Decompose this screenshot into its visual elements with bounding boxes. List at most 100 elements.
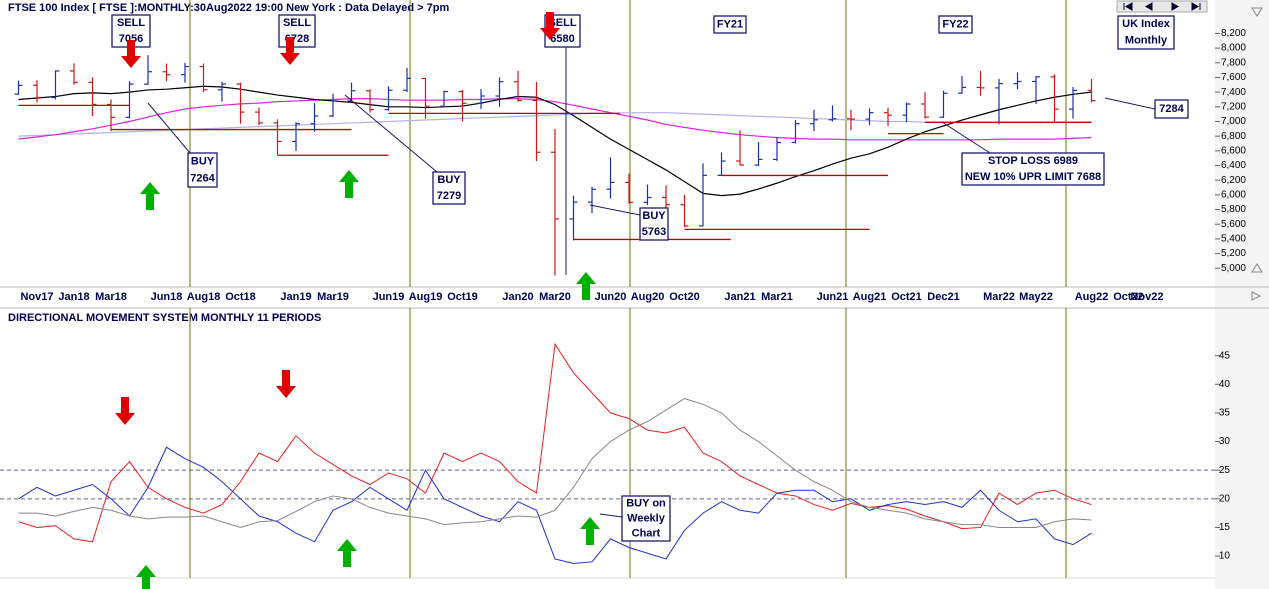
annotation-text: 6580 [550,33,574,45]
x-tick-label: Oct20 [669,291,700,303]
x-tick-label: Jan19 [280,291,311,303]
x-tick-label: Aug18 [187,291,221,303]
buy-arrow [339,170,359,198]
annotation-pointer [344,94,438,173]
annotation-text: FY22 [942,18,968,30]
dmi-line [18,398,1092,528]
annotation-box [187,152,218,188]
x-tick-label: Mar18 [95,291,127,303]
buy-arrow [337,539,357,567]
annotation-text: 7279 [437,190,461,202]
annotation-pointer [599,513,623,518]
x-tick-label: Jan20 [502,291,533,303]
annotation-text: BUY [437,174,461,186]
y-tick-label: 5,600 [1221,219,1246,230]
y-tick-label: 5,200 [1221,248,1246,259]
x-tick-label: Oct19 [447,291,478,303]
x-tick-label: Jun19 [373,291,405,303]
buy-arrow [140,182,160,210]
annotation-pointer [147,102,191,154]
annotation-text: 7056 [119,33,143,45]
y-tick-label: 15 [1219,522,1231,533]
annotation-box [938,15,973,34]
annotation-text: FY21 [717,18,743,30]
y-tick-label: 30 [1219,436,1231,447]
x-tick-label: Aug22 [1075,291,1109,303]
x-tick-label: Mar22 [983,291,1015,303]
annotation-box [639,207,669,241]
sell-arrow [115,397,135,425]
y-tick-label: 20 [1219,493,1231,504]
x-tick-label: Aug19 [409,291,443,303]
annotation-text: Weekly [627,512,666,524]
y-tick-label: 40 [1219,379,1231,390]
x-tick-label: Oct18 [225,291,256,303]
x-tick-label: Mar19 [317,291,349,303]
sell-arrow [280,37,300,65]
y-tick-label: 6,400 [1221,160,1246,171]
y-tick-label: 7,800 [1221,57,1246,68]
axis-strip [1215,0,1269,589]
annotation-text: SELL [548,17,576,29]
nav-icons[interactable] [1123,2,1201,11]
annotation-box [1117,15,1175,50]
annotation-text: SELL [283,17,311,29]
y-tick-label: 6,800 [1221,131,1246,142]
y-tick-label: 6,000 [1221,190,1246,201]
annotation-box [1154,99,1189,119]
annotation-text: BUY [642,210,666,222]
dmi-line [18,446,1092,565]
annotation-text: SELL [117,17,145,29]
y-tick-label: 25 [1219,465,1231,476]
annotation-pointer [589,204,641,216]
x-tick-label: Oct22 [1113,291,1144,303]
y-tick-label: 5,400 [1221,234,1246,245]
buy-arrow [580,517,600,545]
annotation-text: 7264 [190,172,215,184]
nav-buttons[interactable] [1116,0,1208,13]
x-tick-label: Jun18 [151,291,183,303]
y-tick-label: 6,600 [1221,145,1246,156]
y-tick-label: 45 [1219,350,1231,361]
moving-average [18,85,1092,197]
annotation-text: 5763 [642,226,666,238]
sell-arrow [276,370,296,398]
x-tick-label: Jan18 [58,291,89,303]
x-tick-label: Mar21 [761,291,793,303]
y-tick-label: 7,600 [1221,72,1246,83]
y-tick-label: 7,000 [1221,116,1246,127]
annotation-text: BUY on [626,497,666,509]
annotation-box [961,152,1105,186]
annotation-text: STOP LOSS 6989 [988,155,1078,167]
moving-average [18,98,1092,141]
dmi-line [18,342,1092,543]
x-tick-label: Jan21 [724,291,755,303]
y-tick-label: 6,200 [1221,175,1246,186]
annotation-text: UK Index [1122,18,1171,30]
annotation-text: NEW 10% UPR LIMIT 7688 [965,171,1101,183]
y-tick-label: 5,000 [1221,263,1246,274]
annotation-pointer [1104,97,1156,110]
annotation-text: 7284 [1159,103,1184,115]
annotation-text: Monthly [1125,35,1168,47]
y-tick-label: 7,200 [1221,101,1246,112]
annotation-box [621,495,671,542]
x-tick-label: Nov17 [20,291,53,303]
y-tick-label: 35 [1219,408,1231,419]
annotation-text: Chart [632,527,661,539]
x-tick-label: Nov22 [1130,291,1163,303]
y-tick-label: 8,000 [1221,43,1246,54]
sell-arrow [540,12,560,40]
nav-bar[interactable] [1116,0,1208,13]
scroll-icons[interactable] [1251,7,1263,301]
chart-title: FTSE 100 Index [ FTSE ]:MONTHLY:30Aug202… [8,2,449,14]
annotation-box [278,14,316,48]
sell-arrow [121,40,141,68]
x-tick-label: Aug21 [853,291,887,303]
x-tick-label: Dec21 [927,291,959,303]
y-tick-label: 5,800 [1221,204,1246,215]
annotation-pointer [941,121,991,154]
x-tick-label: Aug20 [631,291,665,303]
y-tick-label: 10 [1219,551,1231,562]
